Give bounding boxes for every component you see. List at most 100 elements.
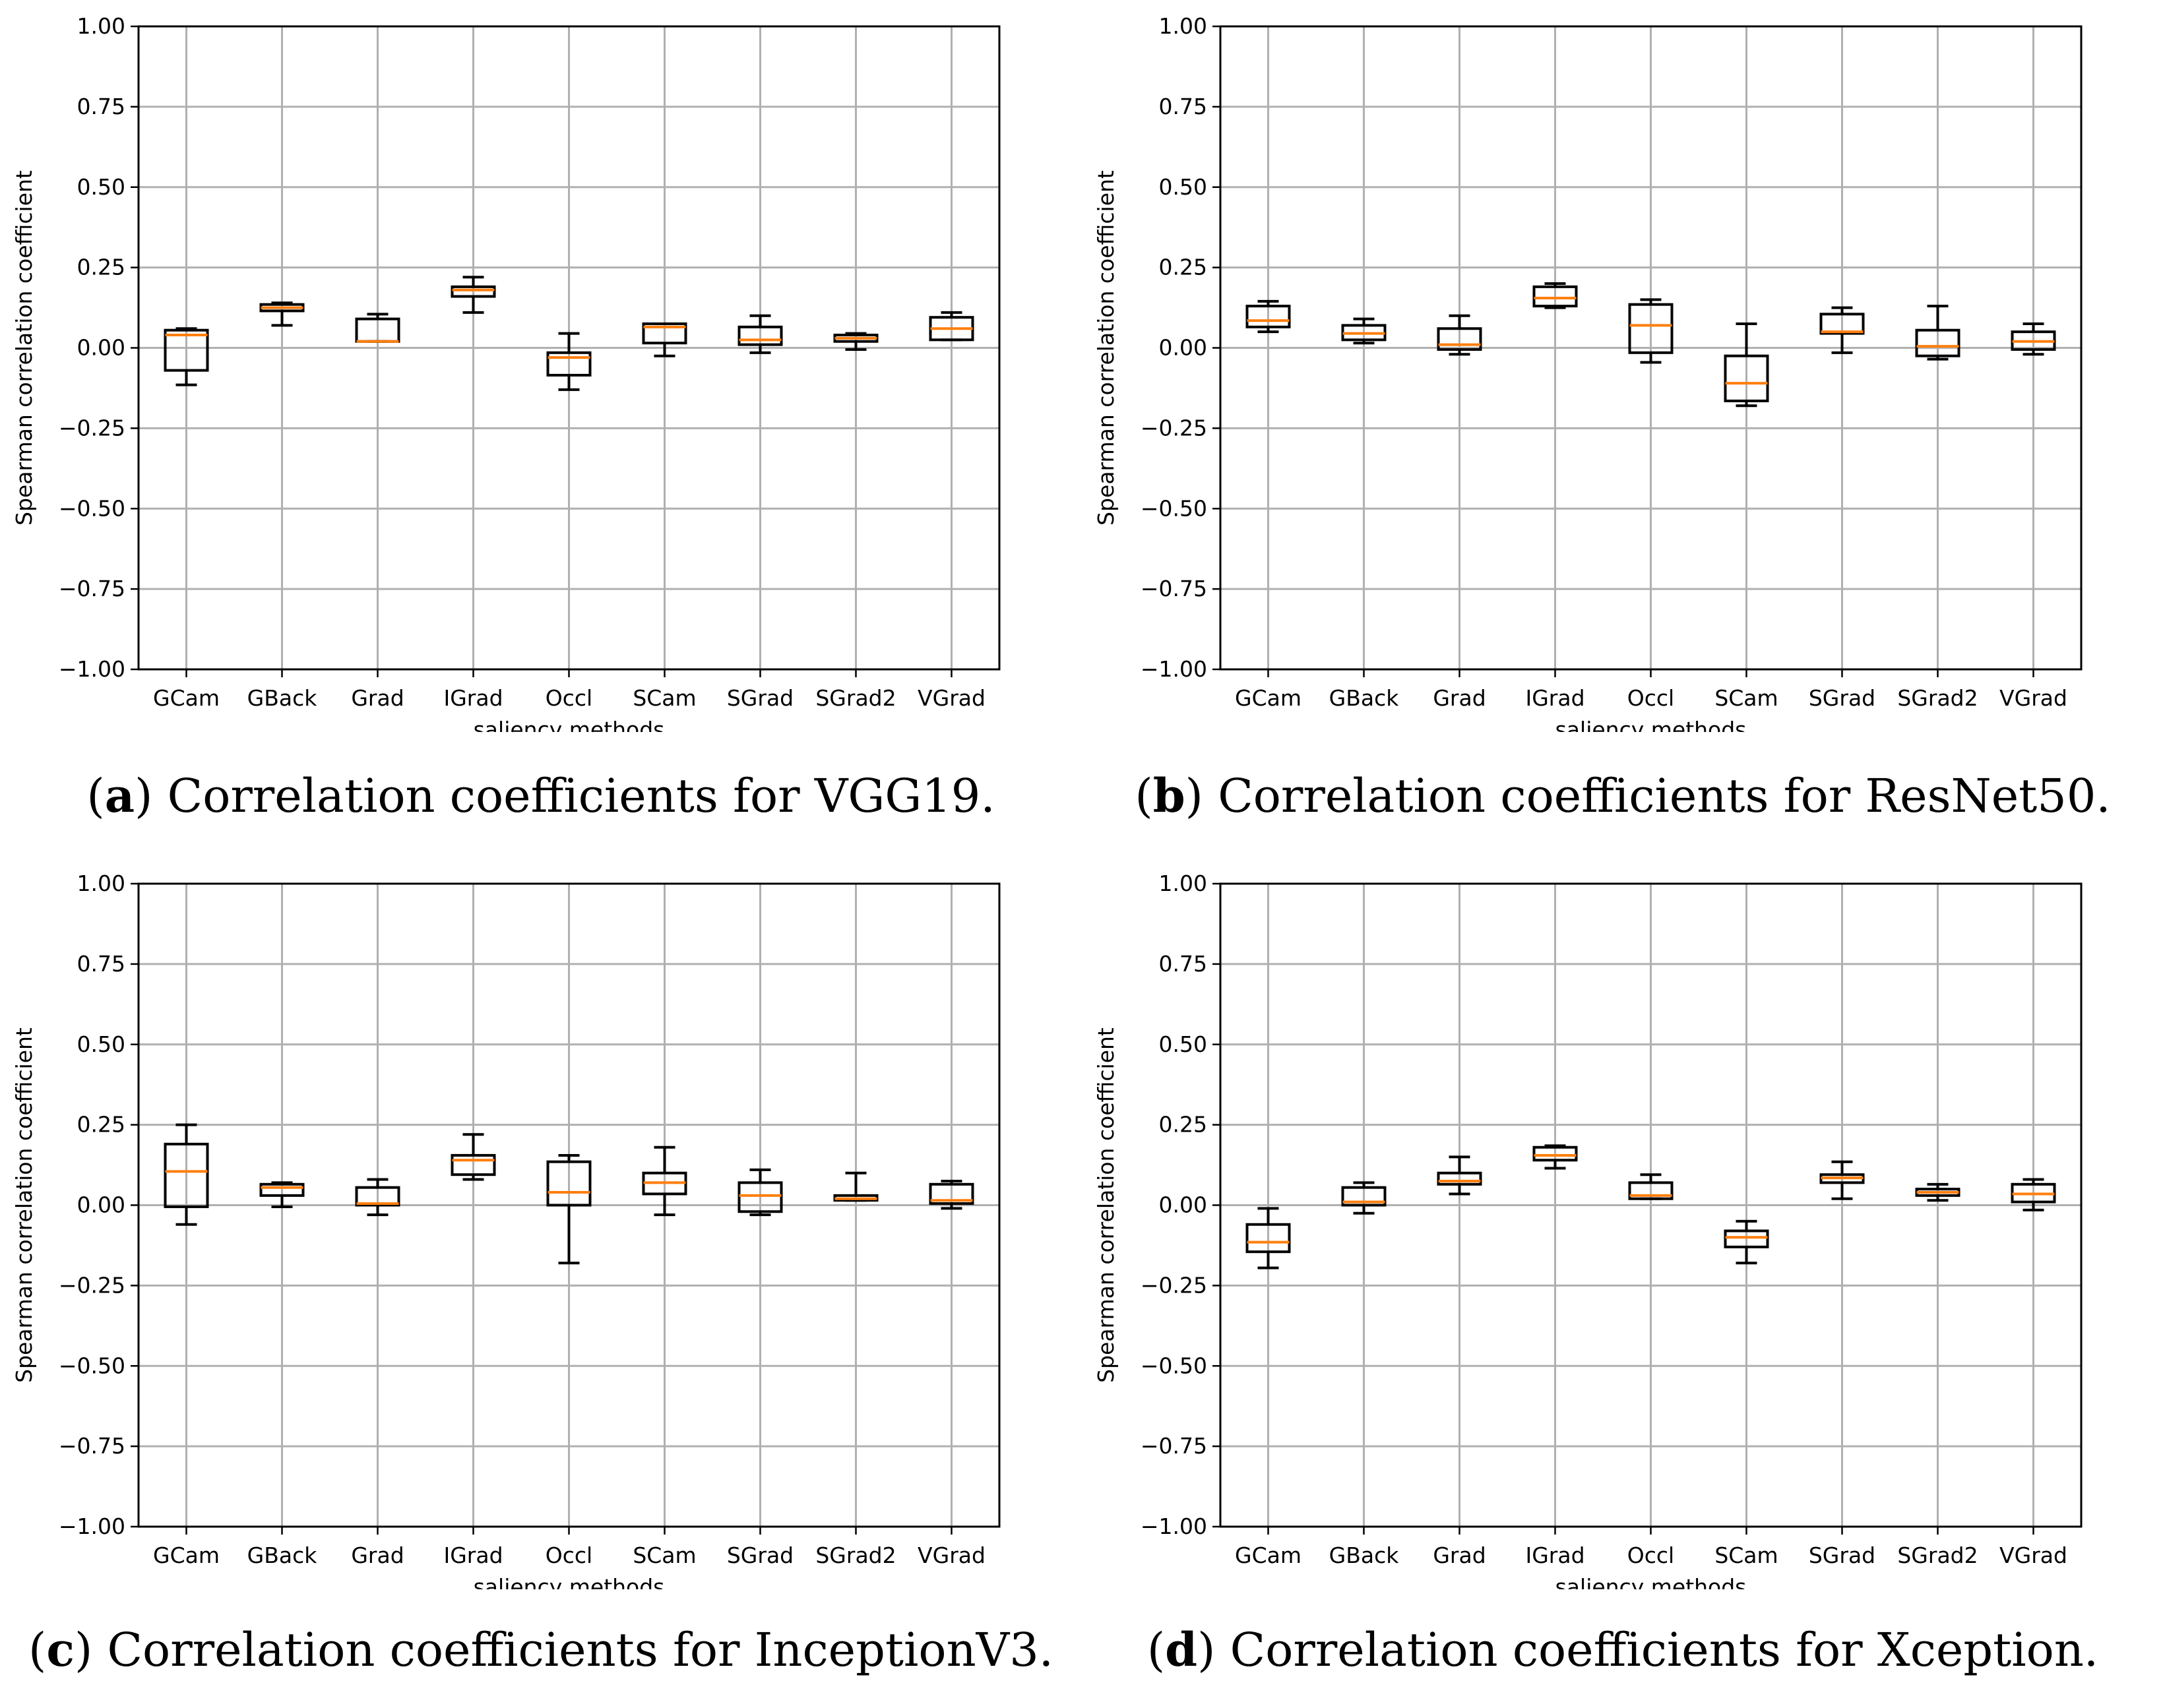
boxplot-a: 1.00 0.75 0.50 0.25 0.00 −0.25 −0.50 −0.75 −1.00… xyxy=(11,13,1001,732)
y-tick-label: 1.00 xyxy=(1159,13,1207,39)
chart-panel-b: 1.00 0.75 0.50 0.25 0.00 −0.25 −0.50 −0.75 −1.00… xyxy=(1082,0,2163,851)
x-tick-label: SGrad xyxy=(1809,1542,1875,1568)
y-tick-label: −1.00 xyxy=(59,656,125,682)
x-tick-label: SGrad xyxy=(727,1542,794,1568)
y-axis-label: Spearman correlation coefficient xyxy=(1093,170,1119,526)
box xyxy=(1341,1186,1387,1207)
y-tick-label: −0.25 xyxy=(1141,415,1207,441)
x-tick-label: SCam xyxy=(633,685,696,711)
x-tick-label: IGrad xyxy=(443,685,503,711)
x-tick-label: GBack xyxy=(1329,1542,1400,1568)
x-tick-label: IGrad xyxy=(1525,1542,1584,1568)
box xyxy=(1724,1229,1769,1248)
y-tick-label: 0.75 xyxy=(77,951,125,977)
x-tick-label: Occl xyxy=(1627,685,1674,711)
box xyxy=(642,322,687,345)
x-tick-label: Occl xyxy=(546,1542,592,1568)
y-tick-label: 0.50 xyxy=(77,174,125,200)
x-tick-label: Occl xyxy=(546,685,592,711)
y-tick-label: 0.50 xyxy=(1159,1031,1207,1057)
x-tick-label: VGrad xyxy=(918,1542,986,1568)
y-tick-label: −1.00 xyxy=(1141,656,1207,682)
x-axis-label: saliency methods xyxy=(1555,1574,1747,1589)
chart-panel-a: 1.00 0.75 0.50 0.25 0.00 −0.25 −0.50 −0.75 −1.00… xyxy=(0,0,1082,851)
caption-a: (a) Correlation coefficients for VGG19. xyxy=(86,768,995,823)
x-tick-label: GBack xyxy=(247,1542,318,1568)
x-axis-label: saliency methods xyxy=(474,1574,665,1589)
box xyxy=(1532,285,1578,308)
y-tick-label: 1.00 xyxy=(1159,870,1207,896)
x-tick-label: Grad xyxy=(1433,1542,1486,1568)
x-tick-label: VGrad xyxy=(1999,1542,2067,1568)
y-axis-label: Spearman correlation coefficient xyxy=(1093,1027,1119,1383)
y-tick-label: 0.50 xyxy=(1159,174,1207,200)
caption-text: Correlation coefficients for VGG19. xyxy=(167,769,995,823)
caption-b: (b) Correlation coefficients for ResNet5… xyxy=(1135,768,2111,823)
y-tick-label: 0.75 xyxy=(77,94,125,119)
chart-panel-d: 1.00 0.75 0.50 0.25 0.00 −0.25 −0.50 −0.75 −1.00… xyxy=(1082,857,2163,1708)
box xyxy=(546,351,592,377)
y-tick-label: 0.00 xyxy=(77,335,125,361)
y-tick-label: 0.50 xyxy=(77,1031,125,1057)
y-axis-label: Spearman correlation coefficient xyxy=(11,170,37,526)
box xyxy=(1245,1223,1291,1254)
x-tick-label: Occl xyxy=(1627,1542,1674,1568)
y-axis-label: Spearman correlation coefficient xyxy=(11,1027,37,1383)
caption-text: Correlation coefficients for ResNet50. xyxy=(1218,769,2111,823)
y-tick-label: −0.50 xyxy=(59,1353,125,1378)
y-tick-label: −0.75 xyxy=(1141,576,1207,601)
chart-panel-c: 1.00 0.75 0.50 0.25 0.00 −0.25 −0.50 −0.75 −1.00… xyxy=(0,857,1082,1708)
x-tick-label: Grad xyxy=(351,1542,404,1568)
x-tick-label: SGrad2 xyxy=(1897,685,1978,711)
x-tick-label: SCam xyxy=(633,1542,696,1568)
box xyxy=(1437,327,1482,351)
boxplot-c: 1.00 0.75 0.50 0.25 0.00 −0.25 −0.50 −0.75 −1.00… xyxy=(11,870,1001,1589)
x-tick-label: SGrad2 xyxy=(1897,1542,1978,1568)
caption-text: Correlation coefficients for InceptionV3… xyxy=(107,1623,1054,1677)
x-tick-label: SGrad xyxy=(727,685,794,711)
box xyxy=(1915,328,1960,357)
box xyxy=(259,1182,305,1197)
caption-d: (d) Correlation coefficients for Xceptio… xyxy=(1146,1622,2099,1677)
box xyxy=(929,1182,974,1205)
x-tick-label: VGrad xyxy=(1999,685,2067,711)
axes-frame xyxy=(137,25,1001,671)
box xyxy=(164,1142,209,1208)
y-tick-label: 0.25 xyxy=(1159,255,1207,280)
panel-label: c xyxy=(46,1622,75,1677)
y-tick-label: 0.00 xyxy=(77,1192,125,1218)
x-tick-label: Grad xyxy=(1433,685,1486,711)
y-tick-label: −0.75 xyxy=(1141,1433,1207,1459)
box xyxy=(1245,305,1291,328)
x-tick-label: SGrad xyxy=(1809,685,1875,711)
panel-label: b xyxy=(1152,768,1185,823)
y-tick-label: 1.00 xyxy=(77,13,125,39)
box xyxy=(1532,1145,1578,1162)
box xyxy=(1628,303,1674,354)
boxplot-d: 1.00 0.75 0.50 0.25 0.00 −0.25 −0.50 −0.75 −1.00… xyxy=(1093,870,2083,1589)
y-tick-label: −0.50 xyxy=(59,495,125,521)
axes-frame xyxy=(1219,882,2083,1528)
y-tick-label: 1.00 xyxy=(77,870,125,896)
y-tick-label: −0.50 xyxy=(1141,495,1207,521)
x-tick-label: SGrad2 xyxy=(815,685,896,711)
y-tick-label: −0.75 xyxy=(59,1433,125,1459)
x-tick-label: SCam xyxy=(1714,1542,1778,1568)
y-tick-label: 0.25 xyxy=(77,255,125,280)
y-tick-label: 0.25 xyxy=(77,1112,125,1138)
y-tick-label: 0.00 xyxy=(1159,335,1207,361)
box xyxy=(1819,313,1865,335)
x-tick-label: GCam xyxy=(1235,685,1301,711)
y-tick-label: 0.75 xyxy=(1159,951,1207,977)
x-tick-label: SGrad2 xyxy=(815,1542,896,1568)
panel-label: d xyxy=(1165,1622,1198,1677)
y-tick-label: 0.25 xyxy=(1159,1112,1207,1138)
box xyxy=(451,1153,496,1176)
x-tick-label: Grad xyxy=(351,685,404,711)
box xyxy=(737,325,783,346)
x-tick-label: GBack xyxy=(1329,685,1400,711)
axes-frame xyxy=(1219,25,2083,671)
box xyxy=(164,328,209,372)
x-tick-label: GCam xyxy=(153,685,220,711)
box xyxy=(355,1186,400,1207)
